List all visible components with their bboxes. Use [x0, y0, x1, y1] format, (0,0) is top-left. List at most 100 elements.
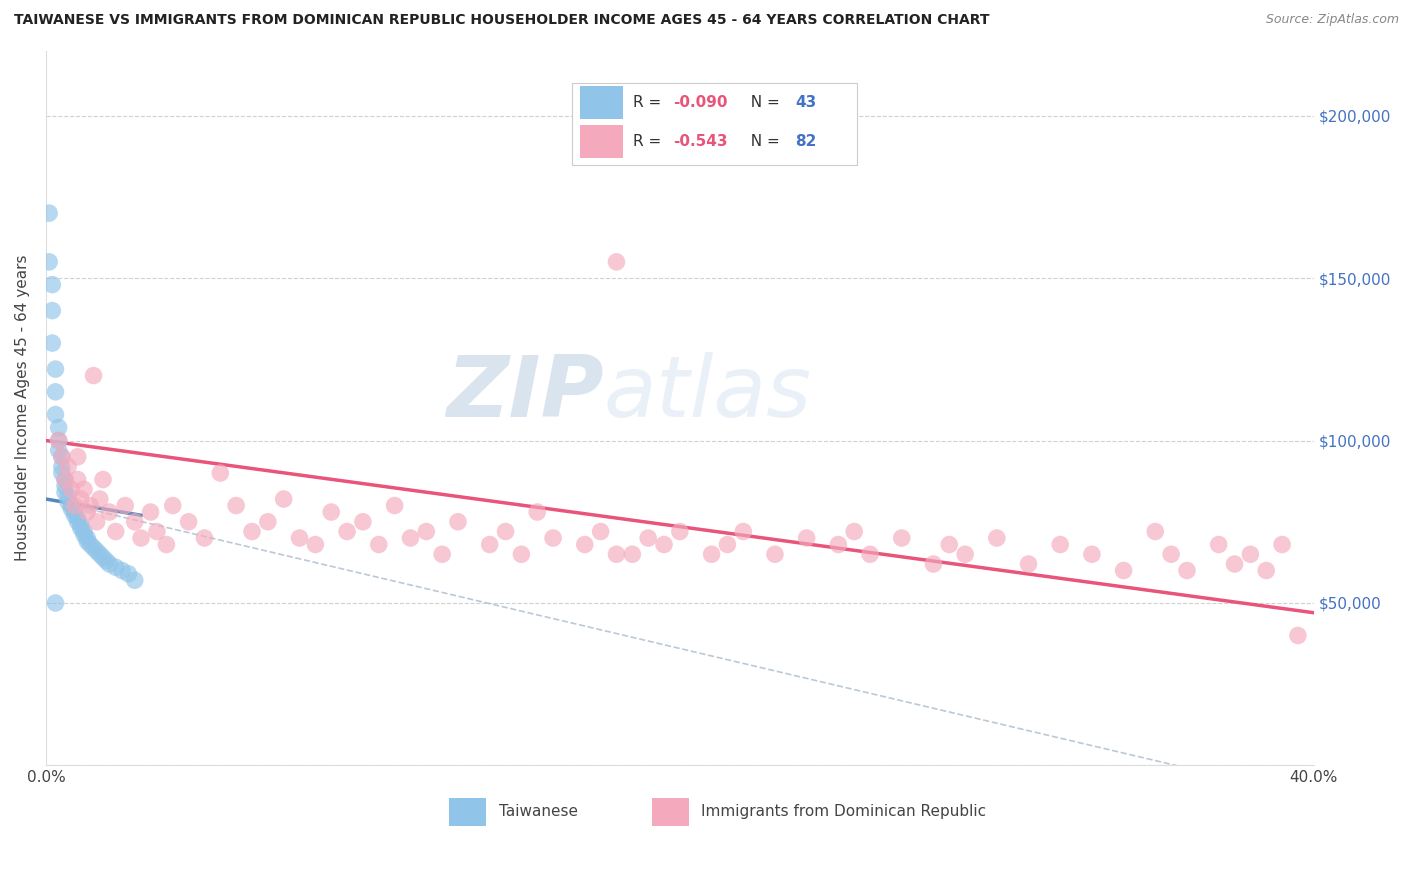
Point: [225, 499, 247, 513]
Point: [48, 420, 70, 434]
Point: [38, 255, 60, 269]
Point: [1081, 547, 1104, 561]
Point: [844, 524, 866, 539]
Point: [129, 531, 152, 545]
Point: [69, 521, 91, 535]
Point: [124, 515, 146, 529]
Point: [76, 531, 98, 545]
Point: [86, 544, 108, 558]
Point: [495, 524, 517, 539]
Point: [48, 434, 70, 448]
Point: [139, 505, 162, 519]
Point: [66, 511, 89, 525]
Point: [69, 491, 91, 506]
Point: [96, 554, 118, 568]
Point: [41, 303, 63, 318]
Point: [352, 515, 374, 529]
Point: [1049, 537, 1071, 551]
Point: [1144, 524, 1167, 539]
Point: [38, 206, 60, 220]
Text: -0.543: -0.543: [673, 134, 728, 149]
Point: [60, 499, 83, 513]
Text: N =: N =: [741, 134, 785, 149]
Point: [700, 547, 723, 561]
Point: [256, 515, 278, 529]
Point: [53, 473, 76, 487]
Point: [117, 566, 139, 581]
Point: [986, 531, 1008, 545]
Point: [51, 466, 73, 480]
Point: [86, 515, 108, 529]
Point: [1112, 564, 1135, 578]
Point: [66, 450, 89, 464]
Point: [321, 505, 343, 519]
Point: [76, 505, 98, 519]
Point: [716, 537, 738, 551]
Point: [155, 537, 177, 551]
Point: [56, 459, 79, 474]
Point: [98, 505, 121, 519]
Point: [124, 574, 146, 588]
Point: [146, 524, 169, 539]
Text: Taiwanese: Taiwanese: [499, 805, 578, 820]
Point: [104, 560, 127, 574]
Point: [336, 524, 359, 539]
Point: [922, 557, 945, 571]
Point: [447, 515, 470, 529]
Point: [510, 547, 533, 561]
Text: Immigrants from Dominican Republic: Immigrants from Dominican Republic: [702, 805, 987, 820]
Text: atlas: atlas: [603, 352, 811, 435]
FancyBboxPatch shape: [572, 83, 858, 165]
Text: Source: ZipAtlas.com: Source: ZipAtlas.com: [1265, 13, 1399, 27]
Point: [1175, 564, 1198, 578]
Point: [60, 501, 83, 516]
Point: [193, 531, 215, 545]
Point: [66, 515, 89, 529]
Point: [240, 524, 263, 539]
Text: 82: 82: [796, 134, 817, 149]
Point: [98, 557, 121, 571]
Point: [51, 450, 73, 464]
Point: [83, 368, 105, 383]
Point: [177, 515, 200, 529]
Point: [415, 524, 437, 539]
Point: [652, 537, 675, 551]
Point: [430, 547, 453, 561]
Text: N =: N =: [741, 95, 785, 111]
Point: [304, 537, 326, 551]
Point: [827, 537, 849, 551]
FancyBboxPatch shape: [449, 798, 486, 826]
Text: -0.090: -0.090: [673, 95, 728, 111]
Point: [1208, 537, 1230, 551]
Point: [73, 483, 96, 497]
Point: [384, 499, 406, 513]
Point: [44, 384, 66, 399]
Point: [541, 531, 564, 545]
FancyBboxPatch shape: [579, 125, 623, 158]
Point: [669, 524, 692, 539]
Point: [104, 524, 127, 539]
Point: [796, 531, 818, 545]
Point: [574, 537, 596, 551]
Point: [51, 450, 73, 464]
Point: [48, 443, 70, 458]
Point: [56, 489, 79, 503]
Point: [60, 483, 83, 497]
Point: [53, 485, 76, 500]
Point: [1223, 557, 1246, 571]
Text: R =: R =: [633, 134, 666, 149]
Point: [69, 518, 91, 533]
Y-axis label: Householder Income Ages 45 - 64 years: Householder Income Ages 45 - 64 years: [15, 255, 30, 561]
Point: [89, 547, 111, 561]
Point: [63, 505, 86, 519]
Point: [53, 473, 76, 487]
Point: [63, 508, 86, 523]
Point: [56, 495, 79, 509]
Text: 43: 43: [796, 95, 817, 111]
Point: [1018, 557, 1040, 571]
Point: [1239, 547, 1261, 561]
Point: [53, 479, 76, 493]
Point: [288, 531, 311, 545]
Point: [63, 499, 86, 513]
Text: R =: R =: [633, 95, 666, 111]
